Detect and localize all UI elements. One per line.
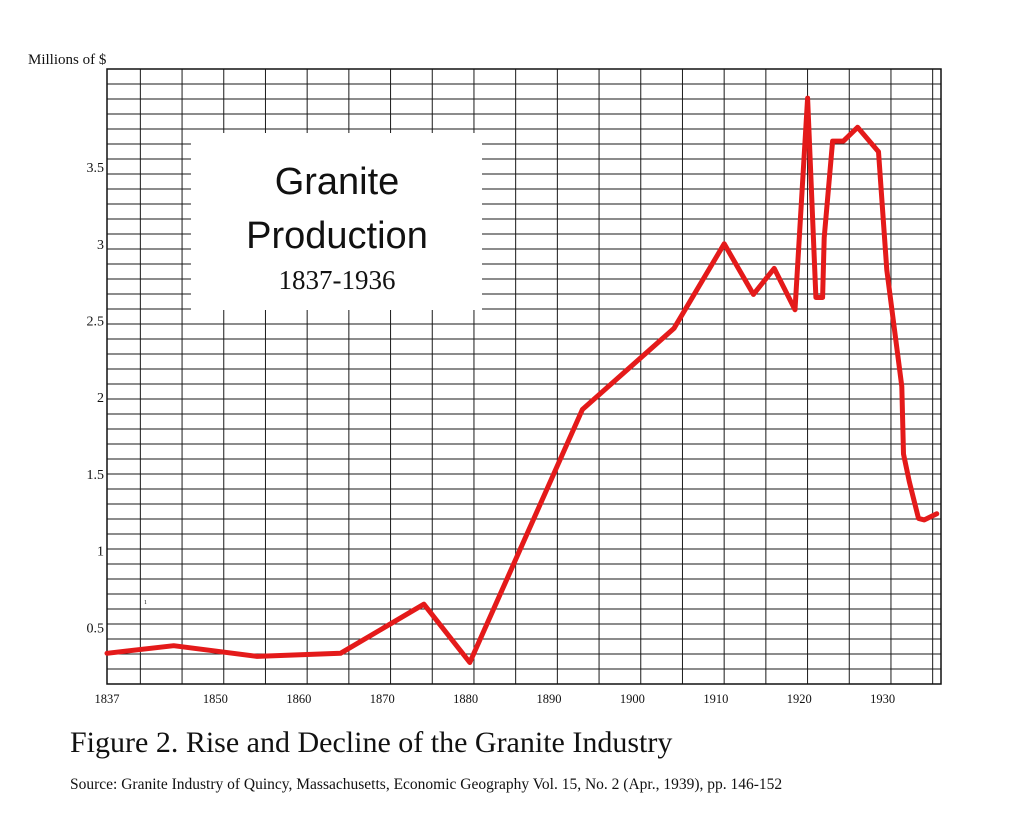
title-box <box>191 133 482 310</box>
x-tick-label: 1837 <box>95 692 120 706</box>
x-tick-label: 1920 <box>787 692 812 706</box>
chart-subtitle: 1837-1936 <box>279 265 396 295</box>
stray-mark: 1 <box>144 600 147 606</box>
x-tick-label: 1930 <box>870 692 895 706</box>
x-tick-labels: 1837 1850 1860 1870 1880 1890 1900 1910 1920 1930 <box>95 692 896 706</box>
y-tick-label: 1.5 <box>87 468 105 483</box>
x-tick-label: 1860 <box>286 692 311 706</box>
x-tick-label: 1890 <box>537 692 562 706</box>
plot-frame <box>106 68 942 685</box>
y-axis-label: Millions of $ <box>28 52 107 68</box>
series-layer <box>104 95 940 665</box>
y-tick-label: 0.5 <box>87 621 105 636</box>
y-tick-label: 2 <box>97 391 104 406</box>
y-tick-label: 3 <box>97 238 104 253</box>
x-tick-label: 1880 <box>453 692 478 706</box>
figure-caption: Figure 2. Rise and Decline of the Granit… <box>70 726 673 759</box>
chart-title: Granite <box>275 161 400 203</box>
y-tick-label: 3.5 <box>87 161 105 176</box>
source-citation: Source: Granite Industry of Quincy, Mass… <box>70 776 783 793</box>
x-tick-label: 1900 <box>620 692 645 706</box>
plot-border <box>106 68 942 685</box>
y-tick-label: 1 <box>97 545 104 560</box>
x-tick-label: 1910 <box>703 692 728 706</box>
series-line <box>104 95 940 665</box>
x-tick-label: 1870 <box>370 692 395 706</box>
chart-title-line2: Production <box>246 215 428 257</box>
y-tick-labels: 0.5 1 1.5 2 2.5 3 3.5 <box>87 161 105 636</box>
x-tick-label: 1850 <box>203 692 228 706</box>
y-tick-label: 2.5 <box>87 315 105 330</box>
